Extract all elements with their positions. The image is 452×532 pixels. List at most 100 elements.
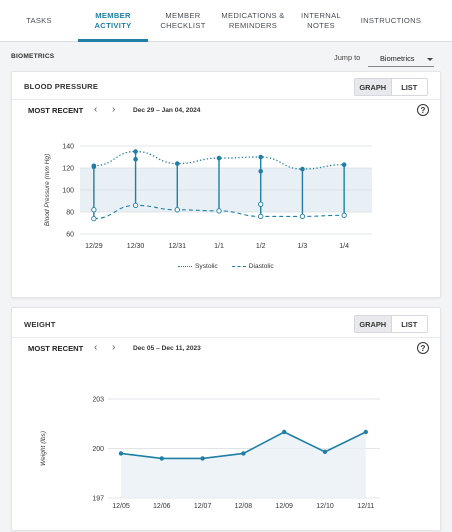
tab-label: REMINDERS [228,21,278,30]
help-glyph: ? [420,105,426,115]
list-toggle-button[interactable]: LIST [390,79,427,95]
card-title: BLOOD PRESSURE [24,82,99,91]
weight-point [282,429,287,435]
systolic-point [258,169,264,174]
systolic-point [133,149,138,154]
weight-point [241,451,246,456]
y-tick-label: 200 [92,446,104,453]
tab-member-checklist[interactable]: MEMBER CHECKLIST [148,0,218,42]
divider [12,99,440,100]
y-tick-label: 203 [92,397,104,404]
tab-label: INTERNAL [301,11,341,20]
systolic-point [174,161,180,166]
systolic-point [258,154,264,160]
date-range: Dec 29 – Jan 04, 2024 [133,107,201,114]
chevron-left-icon[interactable]: ‹ [94,104,98,115]
weight-point [363,429,368,435]
x-tick-label: 12/31 [169,243,187,250]
systolic-point [300,166,305,172]
view-toggle: GRAPH LIST [354,315,428,333]
x-tick-label: 1/4 [339,243,349,250]
tab-bar: TASKS MEMBER ACTIVITY MEMBER CHECKLIST MED… [0,0,452,42]
diastolic-point [299,213,306,220]
date-range: Dec 05 – Dec 11, 2023 [133,345,201,352]
tab-label: MEMBER [165,11,201,20]
x-tick-label: 12/10 [316,503,334,510]
x-tick-label: 12/29 [85,243,103,250]
diastolic-point [216,208,222,214]
tab-label: ACTIVITY [94,21,132,30]
most-recent-label: MOST RECENT [28,106,84,115]
chevron-right-icon[interactable]: › [112,104,116,115]
x-tick-label: 1/1 [214,243,224,250]
legend-label: Systolic [195,263,218,270]
legend-diastolic: Diastolic [231,263,274,270]
tab-member-activity[interactable]: MEMBER ACTIVITY [78,0,148,42]
graph-toggle-button[interactable]: GRAPH [355,316,391,332]
x-tick-label: 1/3 [298,243,308,250]
active-tab-indicator [78,39,148,42]
jump-to-label: Jump to [334,53,361,62]
tab-medications-reminders[interactable]: MEDICATIONS & REMINDERS [218,0,288,42]
x-tick-label: 12/09 [275,503,293,510]
legend-label: Diastolic [248,263,274,270]
card-title: WEIGHT [24,320,56,329]
x-tick-label: 12/11 [357,503,374,510]
tab-instructions[interactable]: INSTRUCTIONS [354,0,428,42]
diastolic-point [174,207,180,213]
weight-point [322,449,328,454]
tab-label: MEMBER [95,11,131,20]
systolic-point [133,156,138,162]
tab-label: CHECKLIST [160,21,206,30]
x-tick-label: 12/06 [153,503,171,510]
help-glyph: ? [420,343,426,353]
tab-label: NOTES [307,21,335,30]
systolic-swatch [178,265,192,267]
chevron-right-icon[interactable]: › [112,342,116,353]
tab-label: MEDICATIONS & [221,11,285,20]
diastolic-point [341,212,347,218]
section-title: BIOMETRICS [11,53,55,60]
x-tick-label: 12/05 [112,503,130,510]
diastolic-point [258,201,264,207]
weight-card: WEIGHT GRAPH LIST MOST RECENT ‹ › Dec 05… [11,307,441,531]
chart-legend: Systolic Diastolic [178,263,274,270]
y-tick-label: 140 [62,144,74,151]
weight-area [121,432,366,498]
x-tick-label: 12/30 [127,243,145,250]
diastolic-point [91,215,97,222]
y-tick-label: 100 [62,188,74,195]
tab-label: INSTRUCTIONS [360,16,422,25]
x-tick-label: 12/07 [194,503,212,510]
diastolic-point [91,207,97,213]
blood-pressure-card: BLOOD PRESSURE GRAPH LIST MOST RECENT ‹ … [11,71,441,298]
jump-to-select[interactable]: Biometrics [368,53,434,67]
x-tick-label: 1/2 [256,243,266,250]
section-header: BIOMETRICS Jump to [0,42,452,70]
jump-to-value: Biometrics [380,54,415,63]
weight-point [200,456,205,461]
y-tick-label: 120 [62,166,74,173]
tab-internal-notes[interactable]: INTERNAL NOTES [288,0,354,42]
weight-point [118,451,124,456]
help-icon[interactable]: ? [417,104,429,116]
diastolic-point [258,213,264,220]
graph-toggle-button[interactable]: GRAPH [355,79,391,95]
chevron-left-icon[interactable]: ‹ [94,342,98,353]
help-icon[interactable]: ? [417,342,429,354]
tab-label: TASKS [26,16,52,25]
list-toggle-button[interactable]: LIST [390,316,427,332]
y-axis-label: Weight (lbs) [40,431,47,466]
diastolic-swatch [231,265,246,267]
y-axis-label: Blood Pressure (mm Hg) [44,154,51,227]
y-tick-label: 80 [66,210,74,217]
tab-tasks[interactable]: TASKS [0,0,78,42]
systolic-point [341,162,347,167]
systolic-point [216,155,222,161]
blood-pressure-chart: 60 80 100 120 140 Blood Pressure (mm Hg) 12/29… [44,144,372,250]
weight-point [159,456,164,461]
y-tick-label: 197 [92,496,104,503]
systolic-point [91,164,97,170]
most-recent-label: MOST RECENT [28,344,84,353]
legend-systolic: Systolic [178,263,218,270]
